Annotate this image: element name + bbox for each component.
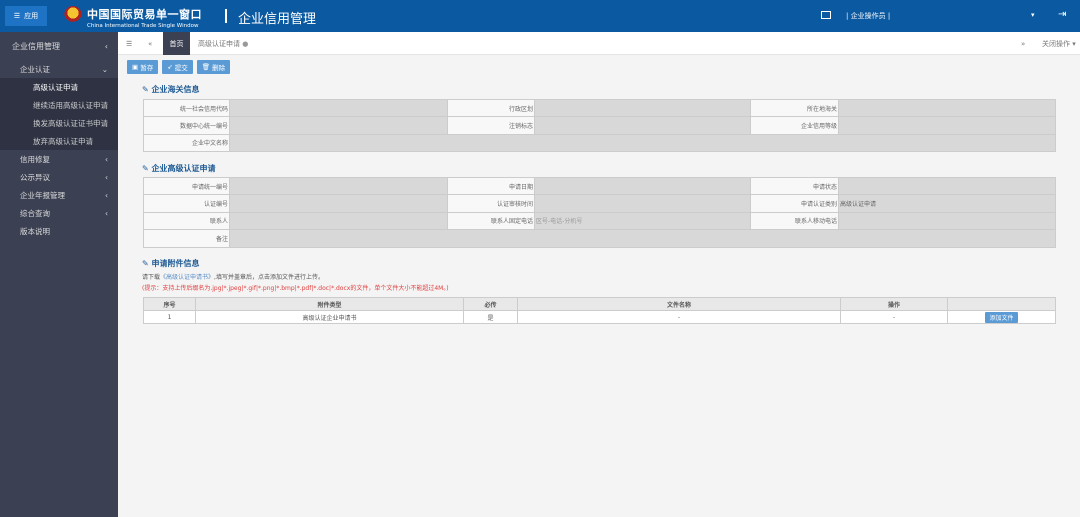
table-row: 1 高级认证企业申请书是 - - 添加文件 — [143, 310, 1056, 324]
toolbar: ▣ 暂存 ➶ 提交 🗑 删除 — [127, 60, 231, 74]
download-note: 请下载《高级认证申请书》,填写并盖章后，点击添加文件进行上传。 — [142, 274, 324, 281]
credit-level-field[interactable] — [838, 116, 1056, 135]
application-table: 申请统一编号 申请日期 申请状态 认证编号 认证审核时间 申请认证类别 高级认证申… — [143, 176, 1056, 248]
section-title-application: ✎ 企业高级认证申请 — [142, 164, 216, 173]
brand: 中国国际贸易单一窗口 China International Trade Sing… — [87, 8, 202, 29]
menu-icon: ☰ — [13, 12, 21, 20]
tab-advanced-cert[interactable]: 高级认证申请 ● — [198, 39, 249, 48]
chevron-down-icon[interactable]: ▾ — [1031, 11, 1035, 19]
upload-hint: (提示：支持上传后缀名为.jpg|*.jpeg|*.gif|*.png|*.bm… — [142, 285, 449, 292]
sidebar: 企业信用管理 ‹ 企业认证 ⌄ 高级认证申请 继续适用高级认证申请 换发高级认证证书… — [0, 32, 118, 517]
sidebar-item-query[interactable]: 综合查询 ‹ — [20, 208, 108, 218]
chevron-left-icon: ‹ — [105, 154, 108, 164]
customs-field[interactable] — [838, 98, 1056, 118]
submenu: 高级认证申请 继续适用高级认证申请 换发高级认证证书申请 放弃高级认证申请 — [0, 78, 118, 150]
review-time-field[interactable] — [534, 194, 751, 213]
remarks-field[interactable] — [229, 229, 1056, 248]
trash-icon: 🗑 — [201, 63, 211, 71]
sidebar-item-renew-cert[interactable]: 换发高级认证证书申请 — [33, 118, 108, 128]
scroll-right-icon[interactable]: » — [1021, 39, 1026, 48]
chevron-down-icon: ⌄ — [101, 64, 108, 74]
credit-code-field[interactable] — [229, 98, 448, 118]
delete-button[interactable]: 🗑 删除 — [196, 60, 231, 74]
mail-icon[interactable] — [821, 11, 831, 19]
app-menu-button[interactable]: ☰ 应用 — [5, 6, 47, 26]
landline-field[interactable]: 区号-电话-分机号 — [534, 211, 751, 231]
tab-bar: ☰ « 首页 高级认证申请 ● » 关闭操作 ▾ — [118, 32, 1080, 55]
application-id-field[interactable] — [229, 176, 448, 196]
divider — [225, 9, 227, 23]
logout-icon[interactable]: ⇥ — [1058, 9, 1067, 20]
chevron-left-icon: ‹ — [104, 41, 108, 51]
section-title-customs: ✎ 企业海关信息 — [142, 85, 200, 94]
mobile-field[interactable] — [838, 211, 1056, 231]
logo — [64, 6, 82, 26]
send-icon: ➶ — [167, 63, 173, 71]
sidebar-item-version[interactable]: 版本说明 — [20, 226, 50, 236]
edit-icon: ✎ — [142, 259, 149, 268]
contact-field[interactable] — [229, 211, 448, 231]
app-title: 企业信用管理 — [238, 12, 317, 27]
user-name[interactable]: | 企业操作员 | — [846, 12, 891, 20]
chevron-left-icon: ‹ — [105, 208, 108, 218]
sidebar-group-enterprise-cert[interactable]: 企业认证 ⌄ — [20, 64, 108, 74]
chevron-left-icon: ‹ — [105, 190, 108, 200]
cert-number-field[interactable] — [229, 194, 448, 213]
sidebar-item-advanced-cert[interactable]: 高级认证申请 — [33, 82, 78, 92]
region-field[interactable] — [534, 98, 751, 118]
tab-home[interactable]: 首页 — [163, 32, 190, 55]
close-icon[interactable]: ● — [242, 39, 249, 48]
sidebar-item-credit-repair[interactable]: 信用修复 ‹ — [20, 154, 108, 164]
toggle-sidebar-icon[interactable]: ☰ — [126, 39, 133, 48]
sidebar-item-continue-cert[interactable]: 继续适用高级认证申请 — [33, 100, 108, 110]
sidebar-item-annual-report[interactable]: 企业年报管理 ‹ — [20, 190, 108, 200]
data-center-id-field[interactable] — [229, 116, 448, 135]
edit-icon: ✎ — [142, 164, 149, 173]
sidebar-root[interactable]: 企业信用管理 ‹ — [12, 41, 108, 51]
sidebar-item-objection[interactable]: 公示异议 ‹ — [20, 172, 108, 182]
customs-info-table: 统一社会信用代码 行政区划 所在地海关 数据中心统一编号 注销标志 企业信用等级… — [143, 98, 1056, 153]
application-status-field[interactable] — [838, 176, 1056, 196]
scroll-left-icon[interactable]: « — [148, 39, 153, 48]
download-link[interactable]: 《高级认证申请书》 — [160, 274, 215, 281]
cert-type-field[interactable]: 高级认证申请 — [838, 194, 1056, 213]
attachment-table: 序号 附件类型 必传 文件名称 操作 1 高级认证企业申请书是 - - 添加文件 — [143, 297, 1056, 324]
table-header: 序号 附件类型 必传 文件名称 操作 — [143, 297, 1056, 311]
application-date-field[interactable] — [534, 176, 751, 196]
sidebar-item-abandon-cert[interactable]: 放弃高级认证申请 — [33, 136, 93, 146]
company-name-field[interactable] — [229, 133, 1056, 153]
submit-button[interactable]: ➶ 提交 — [162, 60, 193, 74]
close-operations-dropdown[interactable]: 关闭操作 ▾ — [1042, 39, 1076, 48]
header: ☰ 应用 中国国际贸易单一窗口 China International Trade … — [0, 0, 1080, 32]
section-title-attachments: ✎ 申请附件信息 — [142, 259, 200, 268]
edit-icon: ✎ — [142, 85, 149, 94]
chevron-left-icon: ‹ — [105, 172, 108, 182]
save-icon: ▣ — [132, 63, 139, 71]
add-file-button[interactable]: 添加文件 — [985, 311, 1018, 323]
save-button[interactable]: ▣ 暂存 — [127, 60, 159, 74]
cancel-flag-field[interactable] — [534, 116, 751, 135]
